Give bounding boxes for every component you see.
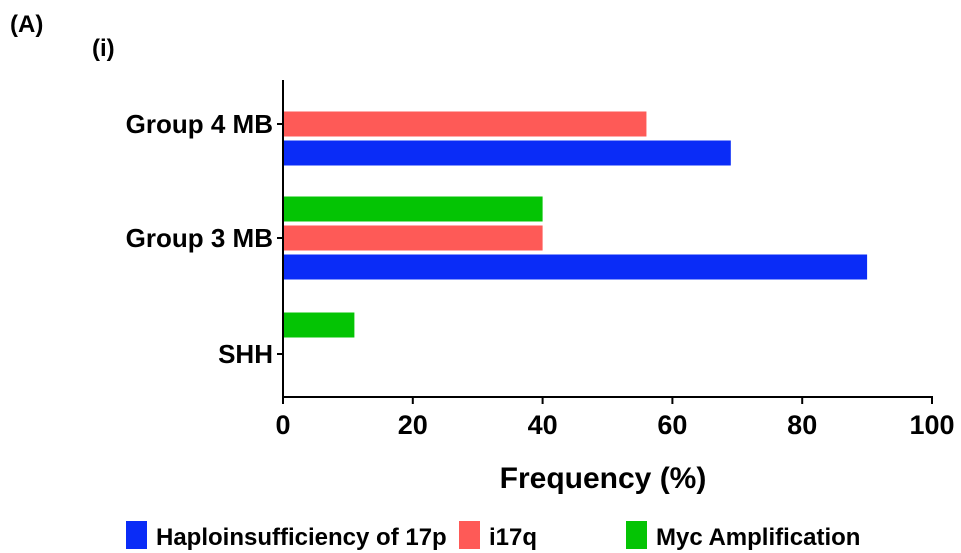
- bar-i17q-group-4-mb: [283, 111, 647, 137]
- axes-group: Group 4 MB Group 3 MB SHH 0 20 40 60 80 100: [126, 80, 955, 440]
- y-tick-label-shh: SHH: [218, 339, 273, 369]
- x-tick-label-60: 60: [657, 410, 687, 440]
- x-tick-label-40: 40: [528, 410, 558, 440]
- legend-label-myc-amplification: Myc Amplification: [656, 524, 860, 551]
- legend: Haploinsufficiency of 17p i17q Myc Amplifi…: [126, 521, 860, 551]
- panel-label: (A): [10, 11, 43, 38]
- subpanel-label: (i): [92, 35, 115, 62]
- bar-haploinsufficiency-of-17p-group-3-mb: [283, 254, 868, 280]
- x-tick-label-0: 0: [275, 410, 290, 440]
- bar-haploinsufficiency-of-17p-group-4-mb: [283, 140, 731, 166]
- legend-swatch-haploinsufficiency-of-17p: [126, 521, 147, 549]
- legend-swatch-myc-amplification: [626, 521, 647, 549]
- x-axis-label: Frequency (%): [500, 462, 707, 495]
- bars-group: [283, 111, 868, 338]
- legend-label-i17q: i17q: [489, 524, 537, 551]
- x-tick-label-20: 20: [398, 410, 428, 440]
- y-tick-label-group-3-mb: Group 3 MB: [126, 223, 273, 253]
- x-tick-label-100: 100: [909, 410, 954, 440]
- legend-swatch-i17q: [459, 521, 480, 549]
- bar-myc-amplification-group-3-mb: [283, 196, 543, 222]
- y-tick-label-group-4-mb: Group 4 MB: [126, 109, 273, 139]
- legend-label-haploinsufficiency-of-17p: Haploinsufficiency of 17p: [156, 524, 447, 551]
- bar-i17q-group-3-mb: [283, 225, 543, 251]
- bar-myc-amplification-shh: [283, 312, 355, 338]
- x-tick-label-80: 80: [787, 410, 817, 440]
